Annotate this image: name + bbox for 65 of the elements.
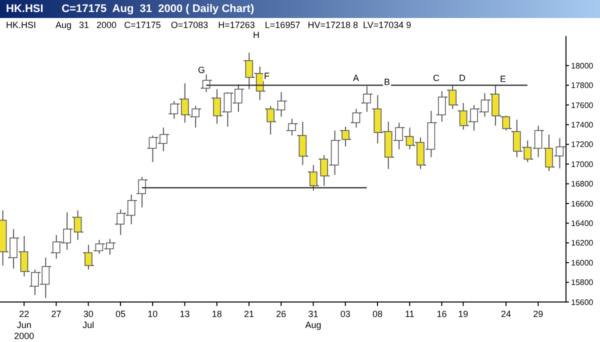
candlestick — [116, 208, 125, 236]
candlestick — [52, 234, 60, 260]
candlestick — [277, 92, 286, 118]
x-tick-label: 16 — [436, 309, 447, 319]
candlestick — [406, 127, 414, 150]
x-tick-label: 11 — [404, 309, 414, 319]
y-tick-label: 16600 — [571, 199, 594, 208]
annotation: C — [432, 73, 440, 83]
annotation: A — [352, 73, 360, 83]
candlestick — [512, 119, 521, 158]
y-tick-label: 16400 — [571, 219, 594, 228]
candlestick — [556, 138, 564, 169]
y-tick-label: 15800 — [571, 278, 594, 288]
candlestick — [224, 92, 232, 128]
annotation: H — [252, 30, 260, 40]
candlestick — [374, 94, 382, 144]
y-tick-label: 17400 — [571, 120, 594, 130]
y-tick-label: 16200 — [571, 238, 594, 248]
chart-subtitle: HK.HSI Aug 31 2000 C=17175 O=17083 H=17263 L=16957 HV=17218 8 LV=17034 9 — [5, 19, 412, 32]
candlestick — [352, 108, 360, 128]
candlestick — [95, 239, 104, 254]
candlestick — [320, 154, 328, 186]
y-tick-label: 16800 — [571, 180, 594, 189]
annotation: F — [263, 71, 270, 81]
x-tick-label: 08 — [372, 309, 383, 319]
x-tick-label: 03 — [340, 309, 350, 319]
candlestick — [298, 121, 307, 166]
x-tick-label: 21 — [244, 309, 254, 319]
x-tick-label: 27 — [51, 309, 62, 319]
x-tick-label: 10 — [148, 309, 158, 319]
candlestick — [127, 194, 136, 225]
x-tick-label: 29 — [533, 309, 544, 319]
x-tick-label: 19 — [458, 309, 468, 319]
y-tick-label: 16000 — [571, 258, 594, 268]
candlestick — [534, 125, 542, 158]
y-tick-label: 17200 — [571, 140, 594, 150]
candlestick — [20, 235, 28, 277]
candlestick — [245, 52, 254, 90]
annotation: B — [383, 77, 392, 87]
x-tick-label: 13 — [180, 309, 190, 319]
x-tick-label: 26 — [276, 309, 286, 319]
y-tick-label: 18000 — [571, 61, 594, 70]
candlestick — [84, 244, 92, 270]
candlestick — [459, 102, 468, 130]
x-tick-label: 24 — [501, 309, 512, 319]
annotation: D — [458, 73, 466, 83]
annotation: E — [499, 74, 508, 84]
y-tick-label: 17600 — [571, 100, 594, 110]
x-tick-label: 18 — [212, 309, 222, 319]
x-tick-label: 05 — [115, 309, 126, 319]
candlestick — [180, 82, 189, 124]
x-tick-label: 30 Jul — [82, 309, 94, 330]
candlestick — [74, 210, 82, 240]
chart-title: HK.HSI C=17175 Aug 31 2000 ( Daily Chart) — [0, 0, 600, 18]
candlestick — [148, 135, 157, 163]
candlestick — [480, 92, 489, 118]
candlestick — [170, 100, 178, 120]
y-tick-label: 15600 — [571, 298, 594, 307]
y-tick-label: 17800 — [571, 81, 594, 90]
annotation: G — [197, 65, 206, 75]
candlestick — [42, 257, 50, 299]
x-tick-label: 22 Jun 2000 — [14, 309, 34, 341]
x-tick-label: 31 Aug — [305, 309, 322, 330]
y-tick-label: 17000 — [571, 160, 594, 169]
candlestick — [448, 84, 457, 110]
